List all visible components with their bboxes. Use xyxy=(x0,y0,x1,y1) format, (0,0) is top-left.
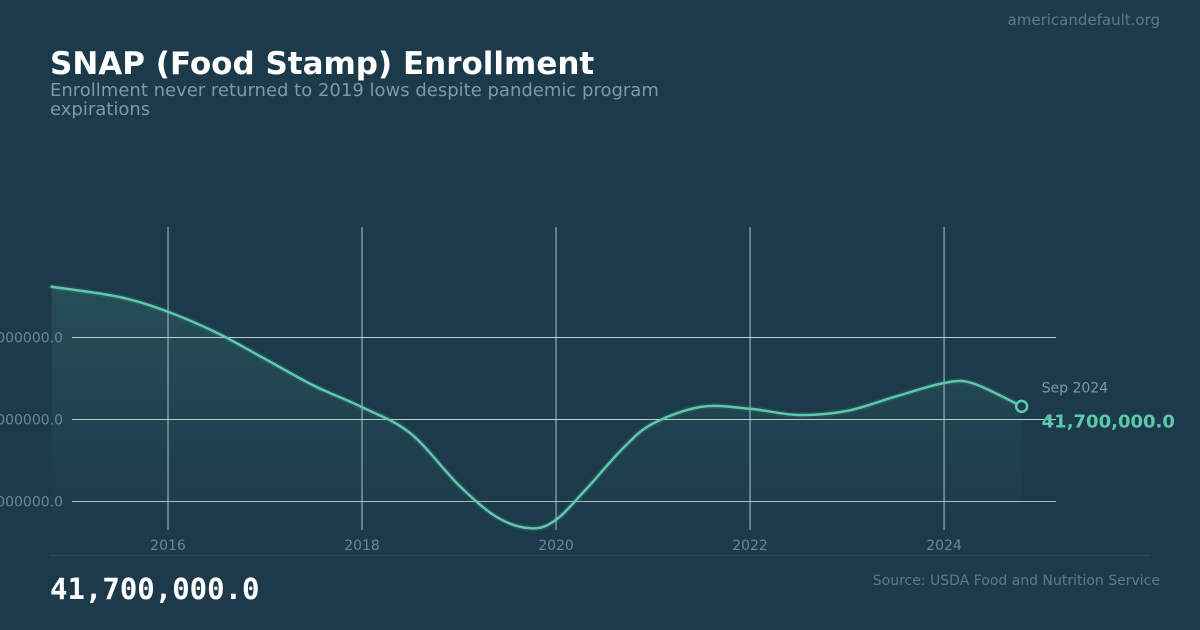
current-value: 41,700,000.0 xyxy=(50,572,260,606)
annotation-value: 41,700,000.0 xyxy=(1042,411,1175,432)
x-tick-label: 2022 xyxy=(732,538,768,554)
source-note: Source: USDA Food and Nutrition Service xyxy=(872,573,1160,589)
y-tick-label: 42000000.0 xyxy=(0,331,63,347)
x-tick-label: 2024 xyxy=(926,538,962,554)
x-tick-label: 2016 xyxy=(150,538,186,554)
site-name: americandefault.org xyxy=(1007,11,1160,29)
footer-divider xyxy=(50,555,1150,556)
x-tick-label: 2018 xyxy=(344,538,380,554)
annotation-date: Sep 2024 xyxy=(1042,380,1109,396)
page-subtitle: Enrollment never returned to 2019 lows d… xyxy=(50,80,659,120)
series-line xyxy=(50,285,1023,530)
y-tick-label: 40000000.0 xyxy=(0,412,63,428)
series-area xyxy=(51,286,1022,530)
end-point-marker xyxy=(1014,399,1029,414)
x-tick-label: 2020 xyxy=(538,538,574,554)
page-title: SNAP (Food Stamp) Enrollment xyxy=(50,46,595,82)
y-tick-label: 38000000.0 xyxy=(0,494,63,510)
